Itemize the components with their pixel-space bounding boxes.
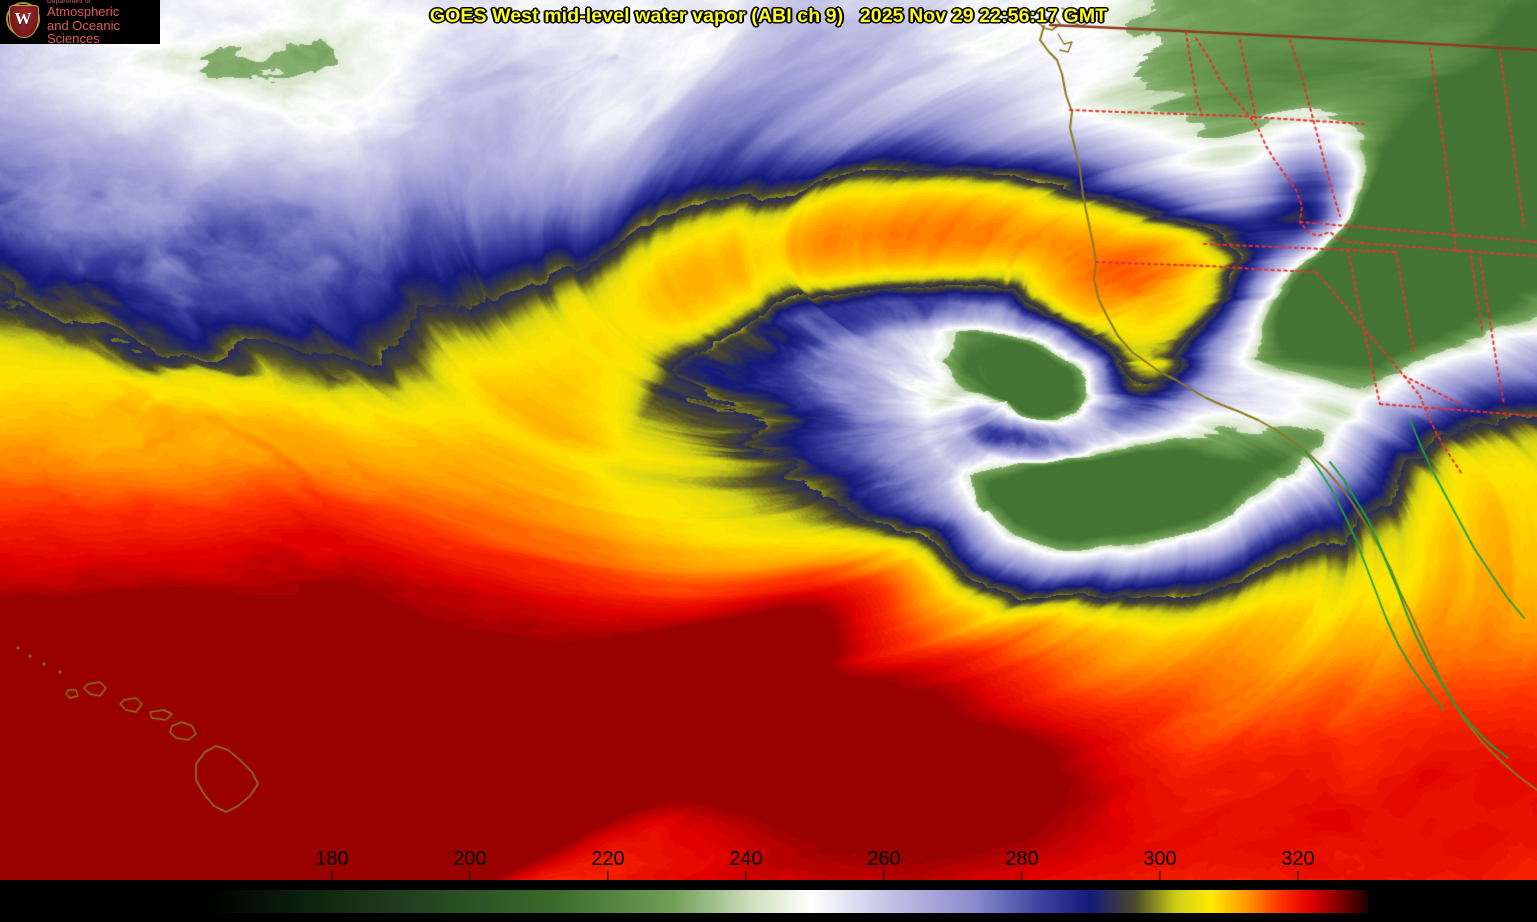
colorbar-tick-280: 280 [1005,848,1039,880]
colorbar-gradient[interactable] [208,890,1368,913]
colorbar-tick-260: 260 [867,848,901,880]
colorbar-tick-240: 240 [729,848,763,880]
satellite-image[interactable] [0,0,1537,880]
logo-line-atmospheric: Atmospheric [47,4,120,20]
colorbar-tick-200: 200 [453,848,487,880]
uw-crest-icon: W [6,2,40,42]
colorbar-tick-300: 300 [1143,848,1177,880]
colorbar-tick-220: 220 [591,848,625,880]
uw-aos-logo: W Department of Atmospheric and Oceanic … [0,0,160,45]
logo-line-oceanic: and Oceanic Sciences [47,17,120,46]
logo-text: Department of Atmospheric and Oceanic Sc… [47,0,160,45]
colorbar-tick-labels: 180 200 220 240 260 280 300 320 [0,848,1537,890]
colorbar-tick-180: 180 [315,848,349,880]
page-title: GOES West mid-level water vapor (ABI ch … [429,5,1108,27]
colorbar-tick-320: 320 [1281,848,1315,880]
crest-letter: W [14,9,32,28]
logo-line-department: Department of [47,0,91,5]
colorbar: 180 200 220 240 260 280 300 320 [0,848,1537,922]
